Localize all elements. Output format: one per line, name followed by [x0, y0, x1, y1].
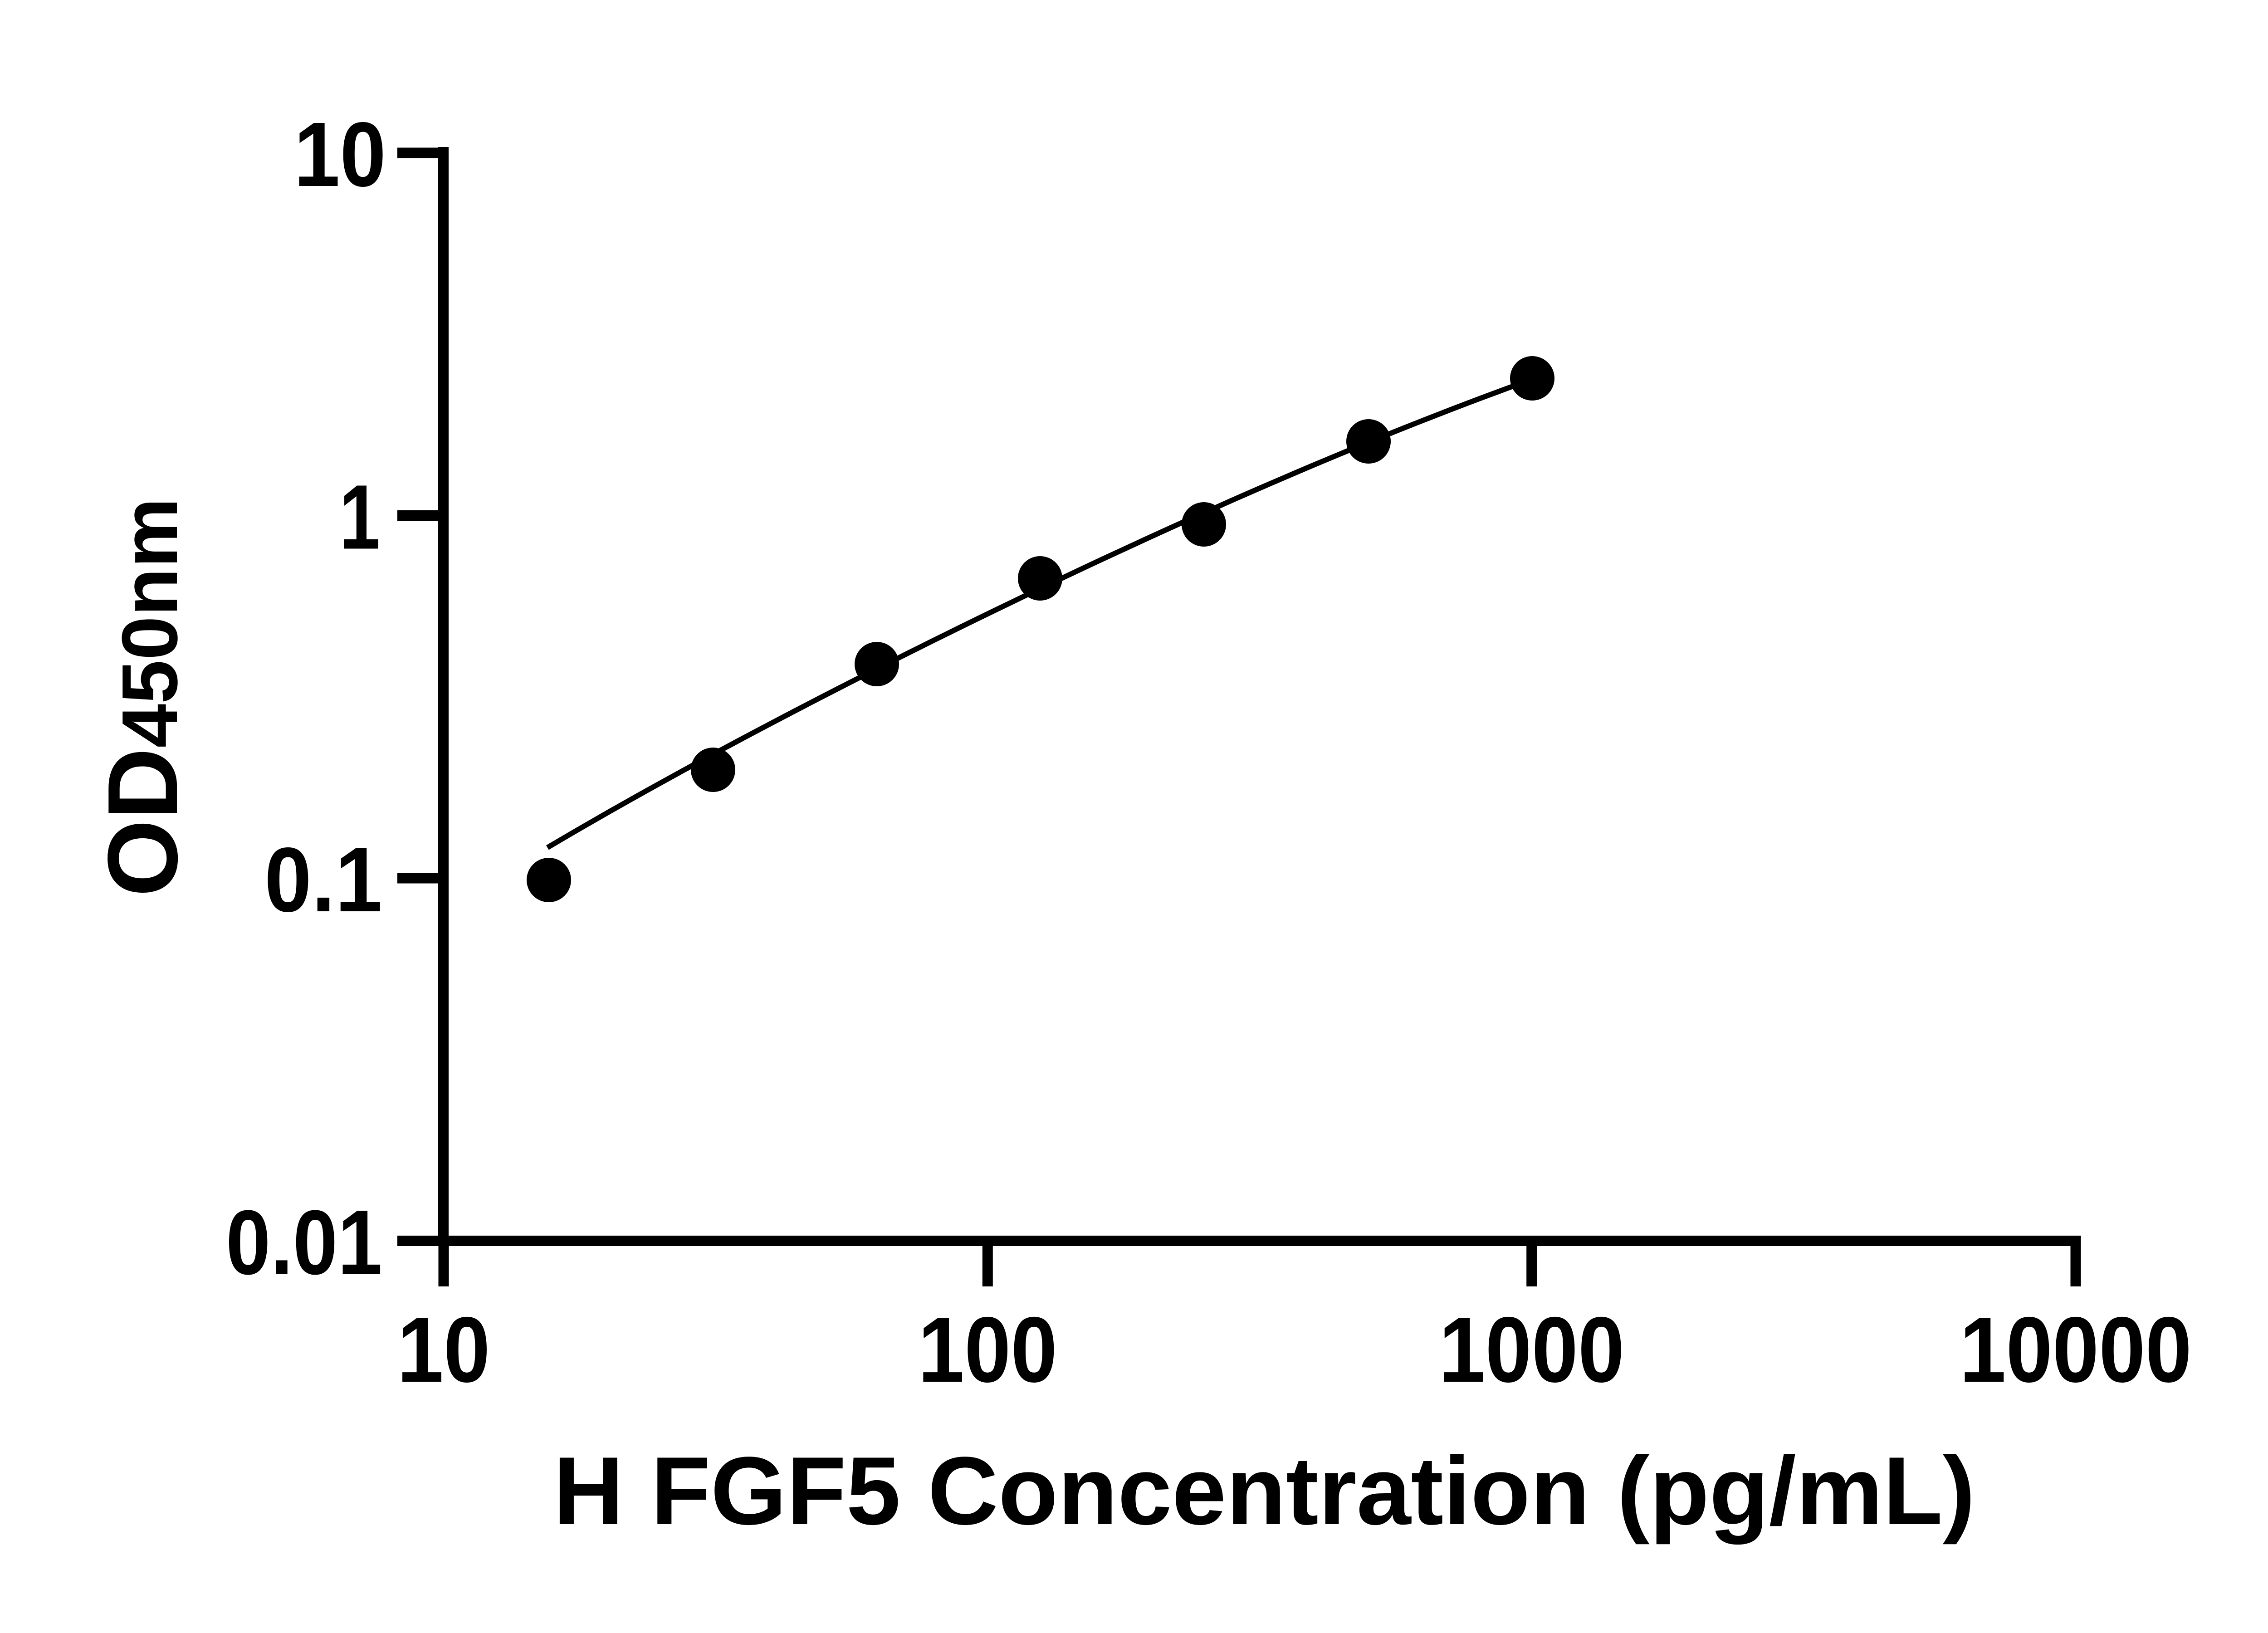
svg-text:1: 1: [339, 466, 380, 568]
svg-text:0.01: 0.01: [226, 1191, 382, 1294]
svg-text:10000: 10000: [1960, 1298, 2192, 1402]
svg-text:1000: 1000: [1439, 1298, 1624, 1402]
svg-text:H FGF5 Concentration (pg/mL): H FGF5 Concentration (pg/mL): [553, 1437, 1975, 1545]
svg-text:0.1: 0.1: [264, 828, 382, 931]
svg-text:100: 100: [918, 1298, 1057, 1402]
svg-text:10: 10: [294, 103, 386, 205]
svg-text:OD450nm: OD450nm: [88, 498, 198, 897]
svg-text:10: 10: [397, 1298, 490, 1402]
